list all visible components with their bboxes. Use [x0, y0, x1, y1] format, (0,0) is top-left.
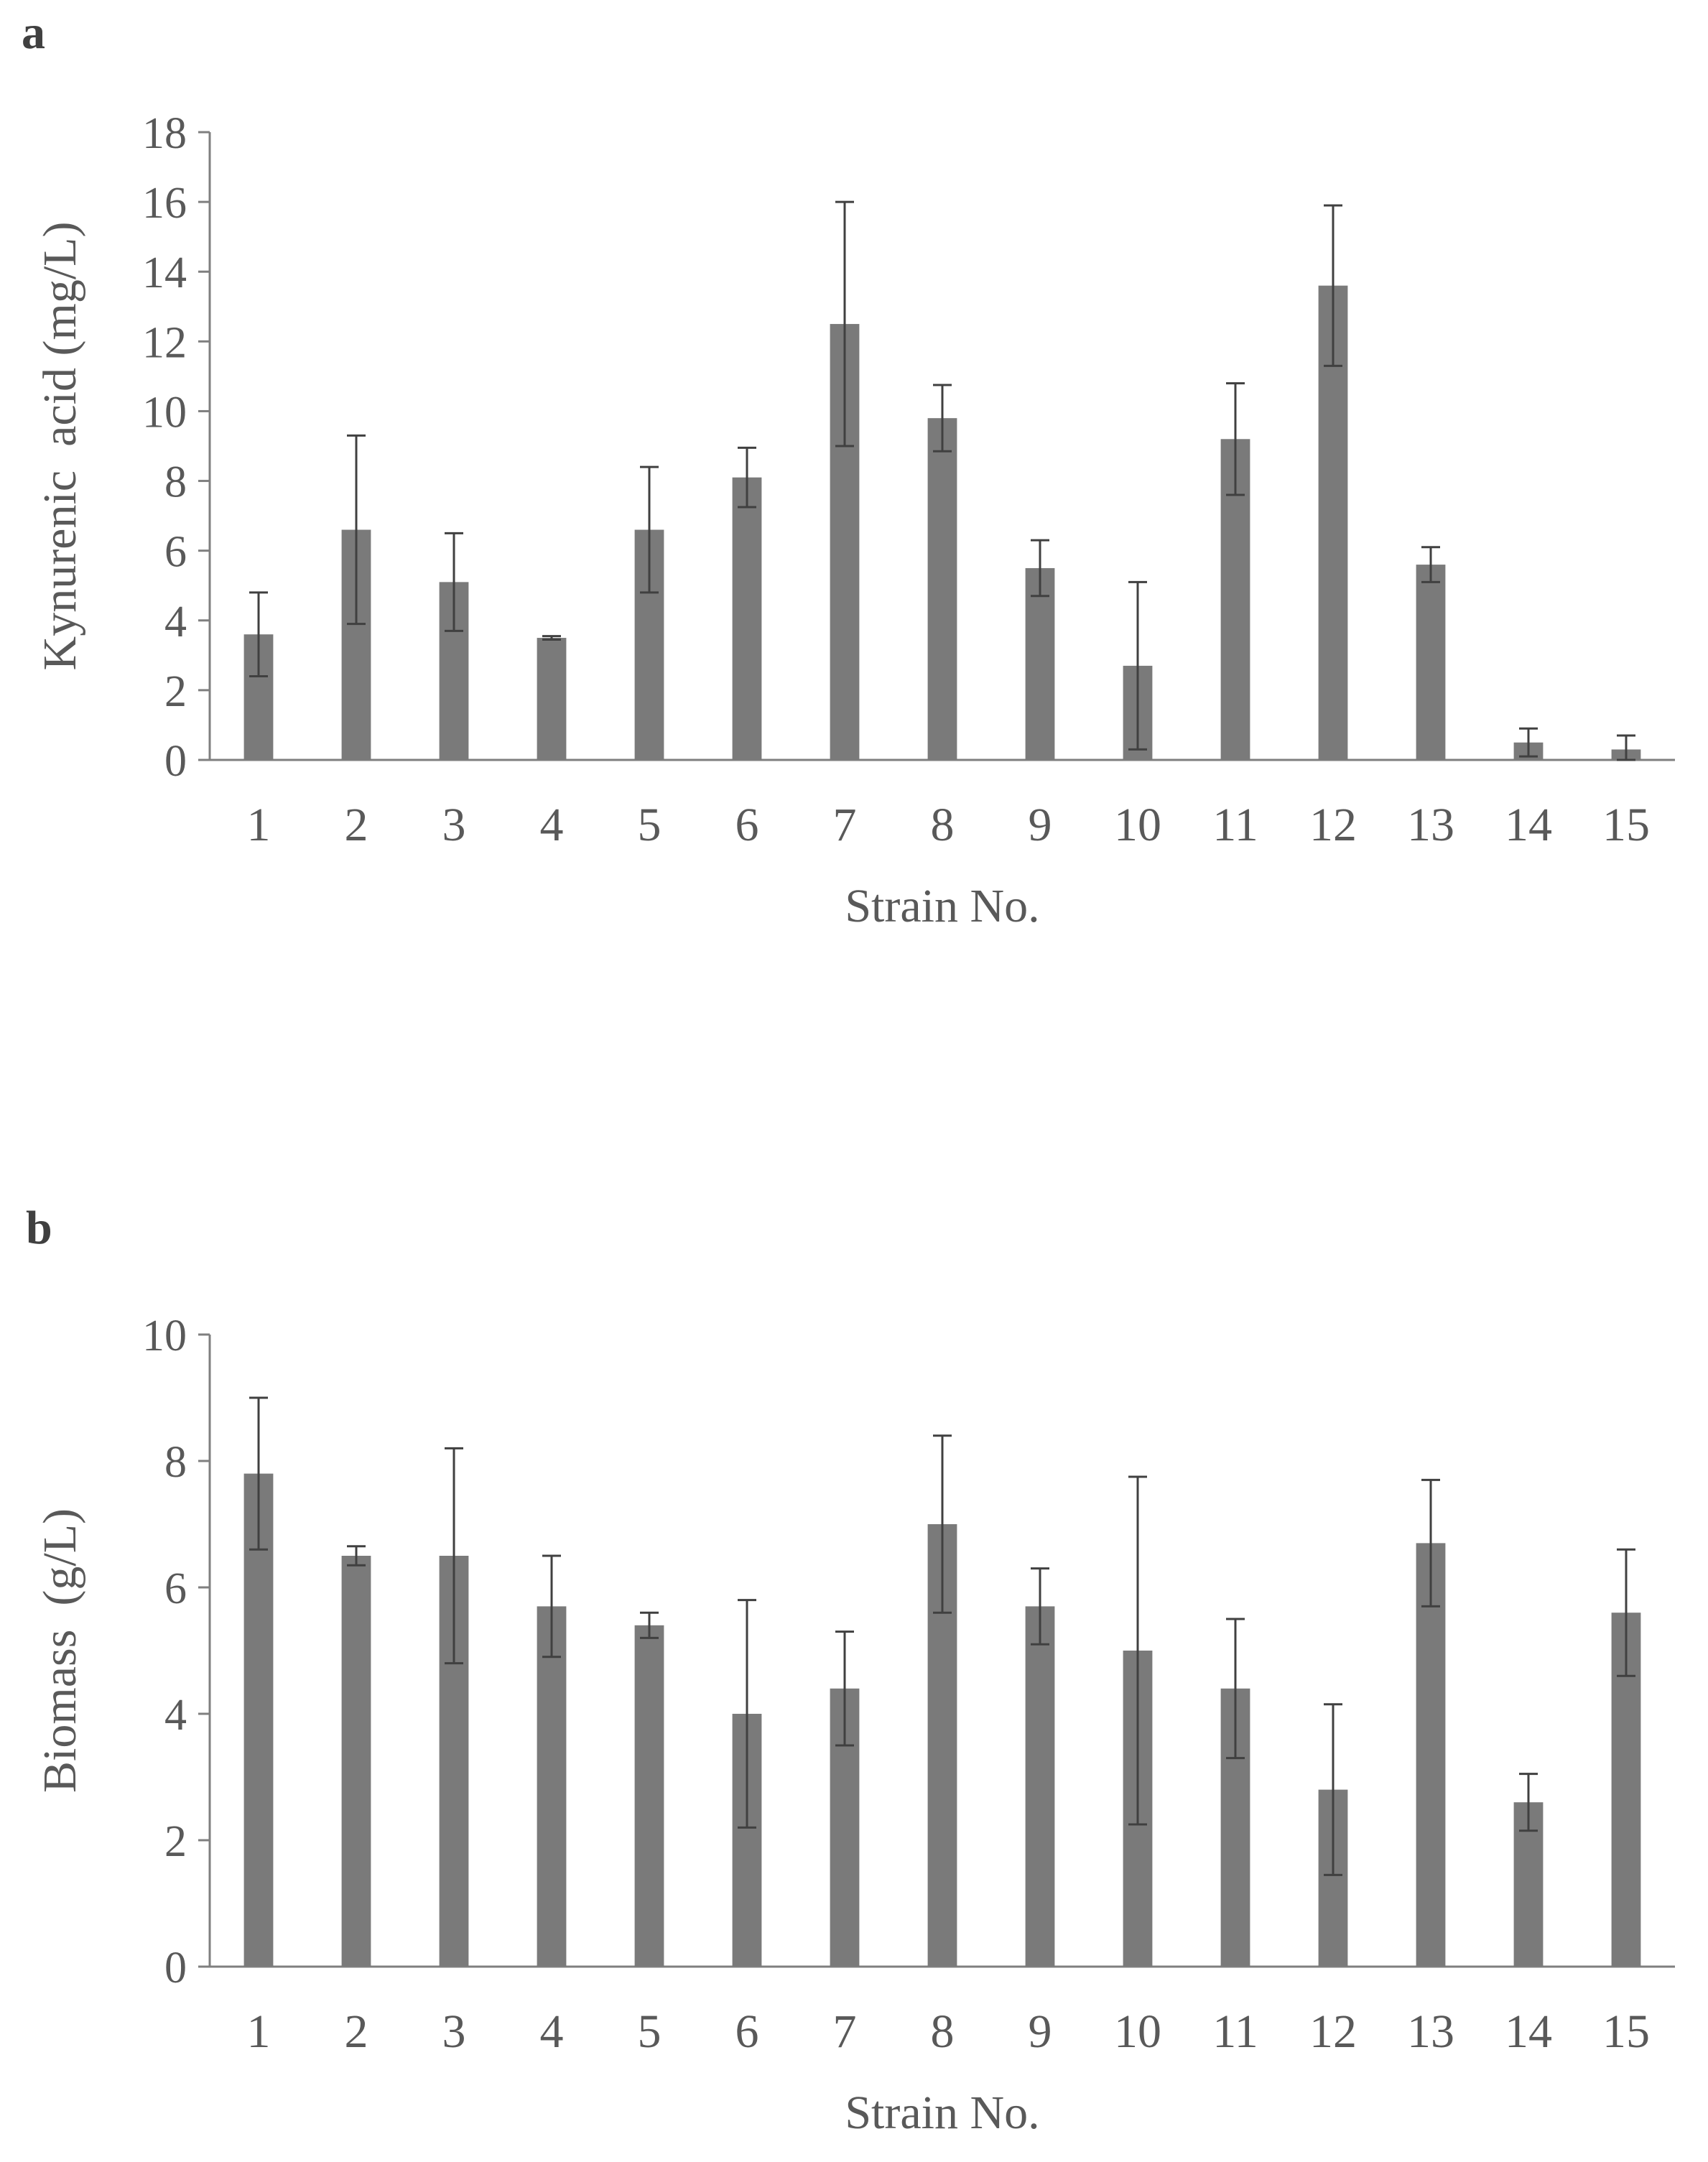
bar-strain-5 [634, 1625, 664, 1967]
x-tick-label: 6 [735, 799, 759, 851]
bar-strain-9 [1025, 1606, 1055, 1967]
y-tick-label: 14 [142, 249, 187, 297]
x-tick-label: 15 [1602, 2005, 1650, 2058]
x-tick-label: 3 [442, 799, 466, 851]
bar-strain-6 [732, 477, 762, 760]
y-tick-label: 18 [142, 109, 187, 158]
y-tick-label: 6 [164, 528, 187, 577]
x-tick-label: 13 [1407, 799, 1454, 851]
panel-label-b: b [26, 1202, 52, 1254]
x-tick-label: 14 [1505, 2005, 1552, 2058]
y-tick-label: 0 [164, 737, 187, 786]
y-tick-label: 2 [164, 1817, 187, 1866]
y-tick-label: 8 [164, 1438, 187, 1487]
x-axis-title: Strain No. [845, 2087, 1039, 2139]
y-tick-label: 2 [164, 667, 187, 716]
x-tick-label: 13 [1407, 2005, 1454, 2058]
x-tick-label: 4 [540, 2005, 564, 2058]
x-tick-label: 10 [1114, 799, 1161, 851]
panel-label-a: a [22, 6, 45, 59]
y-tick-label: 4 [164, 598, 187, 646]
x-tick-label: 14 [1505, 799, 1552, 851]
x-tick-label: 5 [638, 799, 662, 851]
y-tick-label: 0 [164, 1944, 187, 1992]
x-tick-label: 1 [247, 799, 271, 851]
x-tick-label: 1 [247, 2005, 271, 2058]
bar-strain-2 [341, 1556, 371, 1967]
x-tick-label: 12 [1309, 2005, 1357, 2058]
x-tick-label: 2 [345, 2005, 368, 2058]
x-tick-label: 15 [1602, 799, 1650, 851]
x-tick-label: 10 [1114, 2005, 1161, 2058]
y-tick-label: 6 [164, 1564, 187, 1613]
x-tick-label: 7 [833, 2005, 857, 2058]
bar-strain-8 [927, 418, 957, 760]
x-tick-label: 6 [735, 2005, 759, 2058]
x-tick-label: 4 [540, 799, 564, 851]
x-tick-label: 5 [638, 2005, 662, 2058]
x-tick-label: 11 [1212, 799, 1258, 851]
y-tick-label: 8 [164, 458, 187, 507]
bar-strain-13 [1416, 1543, 1446, 1967]
x-tick-label: 12 [1309, 799, 1357, 851]
x-tick-label: 11 [1212, 2005, 1258, 2058]
y-tick-label: 4 [164, 1691, 187, 1740]
bar-strain-4 [537, 1606, 567, 1967]
x-tick-label: 2 [345, 799, 368, 851]
bar-strain-4 [537, 638, 567, 760]
y-tick-label: 10 [142, 388, 187, 437]
x-tick-label: 3 [442, 2005, 466, 2058]
x-tick-label: 9 [1029, 2005, 1052, 2058]
x-tick-label: 7 [833, 799, 857, 851]
x-axis-title: Strain No. [845, 880, 1039, 932]
bar-strain-13 [1416, 565, 1446, 760]
x-tick-label: 9 [1029, 799, 1052, 851]
x-tick-label: 8 [931, 799, 955, 851]
bar-strain-1 [243, 1473, 274, 1967]
x-tick-label: 8 [931, 2005, 955, 2058]
y-tick-label: 10 [142, 1312, 187, 1360]
y-axis-title: Biomass (g/L) [34, 1508, 86, 1793]
bar-strain-9 [1025, 567, 1055, 760]
y-tick-label: 12 [142, 318, 187, 367]
y-tick-label: 16 [142, 179, 187, 228]
y-axis-title: Kynurenic acid (mg/L) [34, 222, 86, 671]
